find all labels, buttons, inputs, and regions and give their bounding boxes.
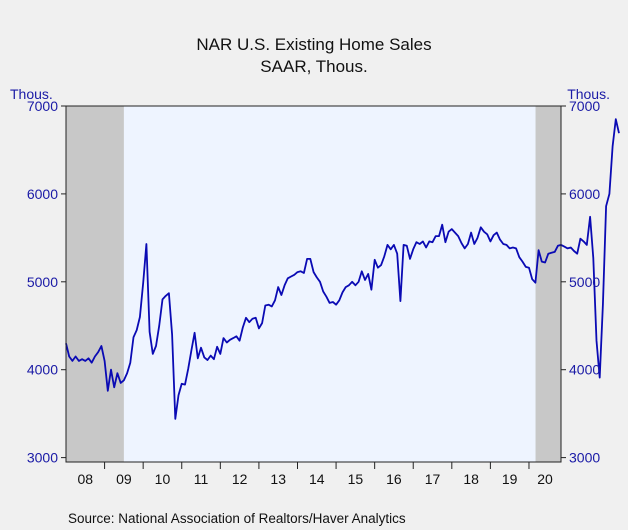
x-tick-label: 13 xyxy=(270,471,286,487)
y-tick-label: 4000 xyxy=(27,362,58,378)
recession-band xyxy=(535,106,561,462)
x-tick-label: 18 xyxy=(463,471,479,487)
y-tick-label: 3000 xyxy=(27,450,58,466)
x-tick-label: 19 xyxy=(502,471,518,487)
x-axis: 08 09 10 11 12 13 14 15 16 17 18 19 20 xyxy=(78,462,553,487)
plot-background xyxy=(66,106,561,462)
plot-border xyxy=(65,105,562,463)
x-tick-label: 11 xyxy=(194,471,209,487)
x-tick-label: 20 xyxy=(537,471,553,487)
x-tick-label: 15 xyxy=(348,471,364,487)
x-tick-label: 14 xyxy=(309,471,325,487)
y-axis-left: 3000 4000 5000 6000 7000 xyxy=(27,98,66,466)
y-axis-right-unit: Thous. xyxy=(567,86,610,102)
series-layer xyxy=(65,118,620,420)
y-axis-left-unit: Thous. xyxy=(10,86,53,102)
x-tick-label: 09 xyxy=(116,471,132,487)
x-tick-label: 16 xyxy=(386,471,402,487)
x-tick-label: 17 xyxy=(425,471,441,487)
chart-title: NAR U.S. Existing Home Sales xyxy=(196,35,431,54)
plot-area xyxy=(66,106,561,462)
source-note: Source: National Association of Realtors… xyxy=(68,511,406,526)
x-tick-label: 10 xyxy=(155,471,171,487)
recession-band xyxy=(66,106,124,462)
x-tick-label: 08 xyxy=(78,471,94,487)
series-line xyxy=(65,118,620,420)
x-tick-label: 12 xyxy=(232,471,248,487)
recession-bands xyxy=(66,106,561,462)
y-tick-label: 5000 xyxy=(27,274,58,290)
y-tick-label: 7000 xyxy=(27,98,58,114)
y-tick-label: 5000 xyxy=(569,274,600,290)
y-tick-label: 7000 xyxy=(569,98,600,114)
y-tick-label: 3000 xyxy=(569,450,600,466)
y-tick-label: 6000 xyxy=(569,186,600,202)
chart-subtitle: SAAR, Thous. xyxy=(260,57,367,76)
y-tick-label: 6000 xyxy=(27,186,58,202)
y-axis-right: 3000 4000 5000 6000 7000 xyxy=(561,98,600,466)
plot-frame xyxy=(65,105,562,463)
y-tick-label: 4000 xyxy=(569,362,600,378)
